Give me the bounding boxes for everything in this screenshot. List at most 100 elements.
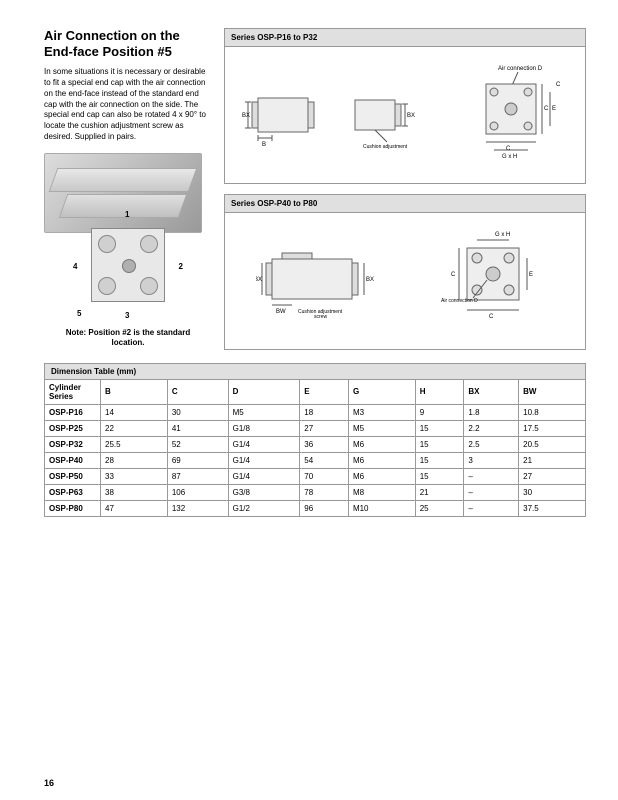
table-cell: 25.5	[101, 436, 168, 452]
table-cell: G1/2	[228, 500, 300, 516]
page-number: 16	[44, 778, 54, 788]
tech-drawing-end-1: Air connection D C E C G x H C	[458, 60, 568, 170]
dimension-table-title: Dimension Table (mm)	[44, 363, 586, 379]
table-cell: M8	[348, 484, 415, 500]
table-cell: OSP-P25	[45, 420, 101, 436]
table-cell: –	[464, 500, 519, 516]
table-cell: 36	[300, 436, 349, 452]
svg-text:C: C	[451, 272, 456, 278]
panel-osp-p16-p32: Series OSP-P16 to P32 B BX	[224, 28, 586, 184]
table-cell: 38	[101, 484, 168, 500]
table-cell: 21	[415, 484, 464, 500]
tech-drawing-side-1: B BX	[242, 80, 322, 150]
table-cell: 10.8	[519, 404, 586, 420]
col-header: E	[300, 379, 349, 404]
body-text: In some situations it is necessary or de…	[44, 67, 212, 143]
table-cell: 2.2	[464, 420, 519, 436]
table-cell: 18	[300, 404, 349, 420]
table-cell: 25	[415, 500, 464, 516]
table-row: OSP-P161430M518M391.810.8	[45, 404, 586, 420]
pos-num-2: 2	[179, 262, 183, 271]
table-cell: 17.5	[519, 420, 586, 436]
table-cell: M6	[348, 436, 415, 452]
table-cell: 30	[519, 484, 586, 500]
table-cell: 3	[464, 452, 519, 468]
table-cell: M5	[348, 420, 415, 436]
table-cell: 28	[101, 452, 168, 468]
table-row: OSP-P402869G1/454M615321	[45, 452, 586, 468]
tech-drawing-side-3: BX BX BW Cushion adjustment screw	[256, 241, 386, 321]
table-cell: 20.5	[519, 436, 586, 452]
table-cell: OSP-P80	[45, 500, 101, 516]
table-cell: 69	[167, 452, 228, 468]
pos-num-3: 3	[125, 311, 129, 320]
svg-text:E: E	[552, 106, 556, 112]
table-cell: M10	[348, 500, 415, 516]
col-header: C	[167, 379, 228, 404]
table-row: OSP-P6338106G3/878M821–30	[45, 484, 586, 500]
table-row: OSP-P3225.552G1/436M6152.520.5	[45, 436, 586, 452]
svg-text:screw: screw	[314, 314, 327, 320]
table-cell: OSP-P40	[45, 452, 101, 468]
table-row: OSP-P503387G1/470M615–27	[45, 468, 586, 484]
table-cell: 30	[167, 404, 228, 420]
svg-text:C: C	[489, 314, 494, 320]
svg-text:BX: BX	[407, 113, 415, 119]
dimension-table-section: Dimension Table (mm) Cylinder SeriesBCDE…	[44, 363, 586, 517]
col-header: H	[415, 379, 464, 404]
table-cell: 27	[300, 420, 349, 436]
table-cell: 15	[415, 452, 464, 468]
svg-text:BX: BX	[256, 277, 262, 283]
svg-text:C: C	[556, 82, 561, 88]
svg-text:G x H: G x H	[502, 154, 517, 160]
table-cell: G3/8	[228, 484, 300, 500]
tech-drawing-side-2: Cushion adjustment screw BX	[345, 80, 435, 150]
table-cell: 15	[415, 436, 464, 452]
table-row: OSP-P252241G1/827M5152.217.5	[45, 420, 586, 436]
panel-header: Series OSP-P40 to P80	[225, 195, 585, 213]
table-cell: 87	[167, 468, 228, 484]
table-cell: M6	[348, 452, 415, 468]
table-cell: 106	[167, 484, 228, 500]
table-cell: OSP-P16	[45, 404, 101, 420]
table-cell: M5	[228, 404, 300, 420]
table-cell: 15	[415, 468, 464, 484]
svg-text:E: E	[529, 272, 533, 278]
col-header: BW	[519, 379, 586, 404]
table-cell: 78	[300, 484, 349, 500]
table-cell: OSP-P50	[45, 468, 101, 484]
table-cell: 15	[415, 420, 464, 436]
table-cell: –	[464, 484, 519, 500]
table-cell: M6	[348, 468, 415, 484]
table-cell: 22	[101, 420, 168, 436]
svg-text:BX: BX	[242, 113, 250, 119]
table-cell: 37.5	[519, 500, 586, 516]
table-cell: M3	[348, 404, 415, 420]
table-cell: OSP-P63	[45, 484, 101, 500]
table-row: OSP-P8047132G1/296M1025–37.5	[45, 500, 586, 516]
table-cell: 14	[101, 404, 168, 420]
svg-text:Air connection D: Air connection D	[441, 298, 478, 304]
position-diagram: 1 2 3 4 5	[73, 210, 183, 320]
panel-header: Series OSP-P16 to P32	[225, 29, 585, 47]
pos-num-5: 5	[77, 309, 81, 318]
table-cell: G1/4	[228, 468, 300, 484]
table-cell: 27	[519, 468, 586, 484]
table-cell: –	[464, 468, 519, 484]
table-cell: G1/8	[228, 420, 300, 436]
svg-text:G x H: G x H	[495, 232, 510, 238]
col-header: G	[348, 379, 415, 404]
table-cell: G1/4	[228, 436, 300, 452]
table-cell: 54	[300, 452, 349, 468]
table-cell: G1/4	[228, 452, 300, 468]
pos-num-4: 4	[73, 262, 77, 271]
pos-num-1: 1	[125, 210, 129, 219]
col-header: D	[228, 379, 300, 404]
svg-text:B: B	[262, 142, 266, 148]
svg-text:C: C	[506, 146, 511, 152]
table-cell: 2.5	[464, 436, 519, 452]
page-title: Air Connection on the End-face Position …	[44, 28, 212, 59]
table-cell: 1.8	[464, 404, 519, 420]
svg-text:BX: BX	[366, 277, 374, 283]
col-header: BX	[464, 379, 519, 404]
